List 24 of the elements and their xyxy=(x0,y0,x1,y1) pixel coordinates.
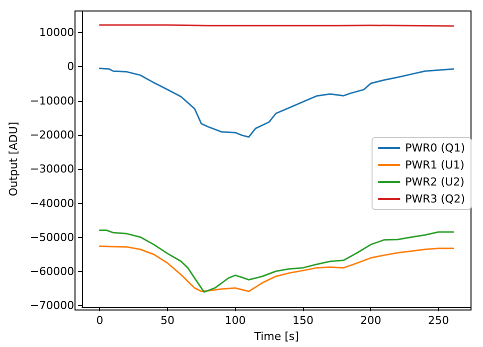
y-axis-title: Output [ADU] xyxy=(7,122,20,196)
x-tick-label: 250 xyxy=(428,314,449,328)
legend-label: PWR2 (U2) xyxy=(405,176,464,188)
y-tick-label: −10000 xyxy=(30,94,74,108)
y-tick-label: −40000 xyxy=(30,196,74,210)
x-tick-label: 50 xyxy=(160,314,174,328)
x-tick-label: 200 xyxy=(360,314,382,328)
line-series xyxy=(98,230,454,293)
y-tick-label: 0 xyxy=(67,60,74,74)
y-tick-label: −50000 xyxy=(30,230,74,244)
y-tick-label: −30000 xyxy=(30,162,74,176)
x-tick-label: 150 xyxy=(292,314,314,328)
y-tick-label: 10000 xyxy=(39,26,74,40)
x-tick-label: 100 xyxy=(224,314,246,328)
x-tick-label: 0 xyxy=(96,314,104,328)
legend-label: PWR1 (U1) xyxy=(405,158,464,172)
line-series xyxy=(98,246,454,292)
line-series xyxy=(98,68,454,138)
x-axis-title: Time [s] xyxy=(253,330,299,343)
legend-label: PWR3 (Q2) xyxy=(405,192,466,206)
legend-label: PWR0 (Q1) xyxy=(405,142,466,154)
y-tick-label: −20000 xyxy=(30,128,74,142)
y-tick-label: −60000 xyxy=(30,265,74,278)
y-tick-label: −70000 xyxy=(30,299,74,312)
